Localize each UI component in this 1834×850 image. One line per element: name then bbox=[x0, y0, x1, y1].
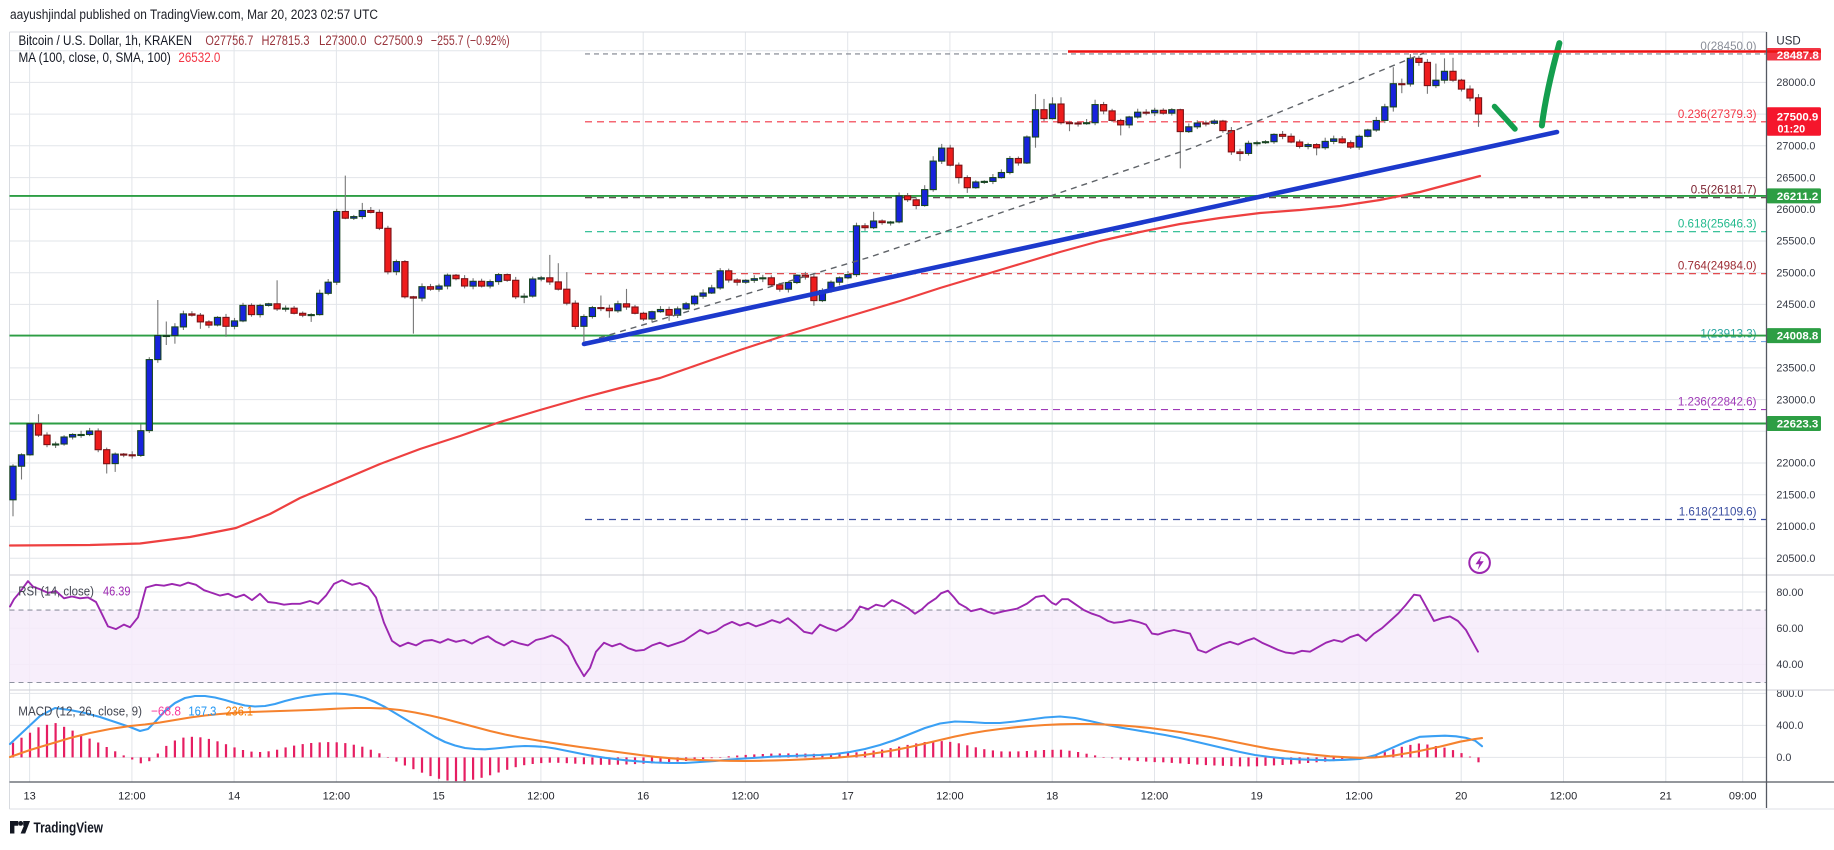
svg-text:22000.0: 22000.0 bbox=[1776, 458, 1815, 470]
svg-text:28487.8: 28487.8 bbox=[1777, 50, 1819, 62]
svg-text:12:00: 12:00 bbox=[527, 791, 555, 803]
svg-text:27000.0: 27000.0 bbox=[1776, 141, 1815, 153]
svg-text:12:00: 12:00 bbox=[732, 791, 760, 803]
svg-text:USD: USD bbox=[1776, 36, 1800, 48]
svg-text:28000.0: 28000.0 bbox=[1776, 77, 1815, 89]
svg-text:20: 20 bbox=[1455, 791, 1467, 803]
svg-text:400.0: 400.0 bbox=[1776, 720, 1803, 732]
svg-text:46.39: 46.39 bbox=[103, 583, 131, 598]
svg-text:12:00: 12:00 bbox=[936, 791, 964, 803]
svg-text:19: 19 bbox=[1251, 791, 1263, 803]
svg-text:27500.9: 27500.9 bbox=[1777, 111, 1819, 123]
svg-text:C27500.9: C27500.9 bbox=[374, 33, 423, 48]
svg-text:21000.0: 21000.0 bbox=[1776, 521, 1815, 533]
svg-text:60.00: 60.00 bbox=[1776, 623, 1803, 635]
svg-text:25500.0: 25500.0 bbox=[1776, 236, 1815, 248]
svg-text:20500.0: 20500.0 bbox=[1776, 553, 1815, 565]
svg-text:16: 16 bbox=[637, 791, 649, 803]
svg-text:21500.0: 21500.0 bbox=[1776, 489, 1815, 501]
svg-text:0.618(25646.3): 0.618(25646.3) bbox=[1678, 218, 1757, 231]
svg-text:Bitcoin / U.S. Dollar, 1h, KRA: Bitcoin / U.S. Dollar, 1h, KRAKEN bbox=[19, 33, 193, 48]
svg-text:13: 13 bbox=[23, 791, 35, 803]
svg-text:22623.3: 22623.3 bbox=[1777, 419, 1819, 431]
svg-text:12:00: 12:00 bbox=[118, 791, 146, 803]
svg-text:12:00: 12:00 bbox=[1550, 791, 1578, 803]
svg-text:TradingView: TradingView bbox=[34, 820, 104, 837]
svg-text:MA (100, close, 0, SMA, 100): MA (100, close, 0, SMA, 100) bbox=[19, 50, 171, 65]
svg-text:09:00: 09:00 bbox=[1729, 791, 1757, 803]
svg-text:12:00: 12:00 bbox=[1141, 791, 1169, 803]
svg-text:80.00: 80.00 bbox=[1776, 587, 1803, 599]
svg-text:RSI (14, close): RSI (14, close) bbox=[18, 583, 94, 598]
svg-text:40.00: 40.00 bbox=[1776, 659, 1803, 671]
svg-text:1.236(22842.6): 1.236(22842.6) bbox=[1678, 396, 1757, 409]
svg-text:01:20: 01:20 bbox=[1778, 124, 1806, 136]
svg-text:236.1: 236.1 bbox=[226, 704, 254, 719]
svg-text:167.3: 167.3 bbox=[188, 704, 216, 719]
svg-text:15: 15 bbox=[432, 791, 444, 803]
svg-text:12:00: 12:00 bbox=[323, 791, 351, 803]
svg-text:18: 18 bbox=[1046, 791, 1058, 803]
svg-text:L27300.0: L27300.0 bbox=[319, 33, 366, 48]
svg-text:25000.0: 25000.0 bbox=[1776, 268, 1815, 280]
svg-text:24500.0: 24500.0 bbox=[1776, 299, 1815, 311]
svg-text:aayushjindal published on Trad: aayushjindal published on TradingView.co… bbox=[10, 7, 378, 22]
svg-text:12:00: 12:00 bbox=[1345, 791, 1373, 803]
svg-text:H27815.3: H27815.3 bbox=[262, 33, 310, 48]
svg-text:0.236(27379.3): 0.236(27379.3) bbox=[1678, 108, 1757, 121]
svg-text:−255.7 (−0.92%): −255.7 (−0.92%) bbox=[431, 33, 510, 48]
svg-text:26211.2: 26211.2 bbox=[1777, 191, 1819, 203]
svg-text:26532.0: 26532.0 bbox=[178, 50, 220, 65]
svg-text:1(23913.3): 1(23913.3) bbox=[1700, 328, 1756, 341]
svg-text:17: 17 bbox=[842, 791, 854, 803]
svg-text:O27756.7: O27756.7 bbox=[205, 33, 253, 48]
svg-text:0.764(24984.0): 0.764(24984.0) bbox=[1678, 260, 1757, 273]
svg-text:24008.8: 24008.8 bbox=[1777, 331, 1819, 343]
svg-text:21: 21 bbox=[1660, 791, 1672, 803]
svg-text:−68.8: −68.8 bbox=[151, 704, 181, 719]
svg-text:0.0: 0.0 bbox=[1776, 752, 1791, 764]
svg-text:23500.0: 23500.0 bbox=[1776, 363, 1815, 375]
svg-text:0.5(26181.7): 0.5(26181.7) bbox=[1691, 184, 1757, 197]
svg-text:1.618(21109.6): 1.618(21109.6) bbox=[1679, 506, 1757, 519]
svg-text:26000.0: 26000.0 bbox=[1776, 204, 1815, 216]
svg-text:MACD (12, 26, close, 9): MACD (12, 26, close, 9) bbox=[18, 704, 142, 719]
svg-text:14: 14 bbox=[228, 791, 240, 803]
svg-text:23000.0: 23000.0 bbox=[1776, 394, 1815, 406]
svg-text:26500.0: 26500.0 bbox=[1776, 172, 1815, 184]
